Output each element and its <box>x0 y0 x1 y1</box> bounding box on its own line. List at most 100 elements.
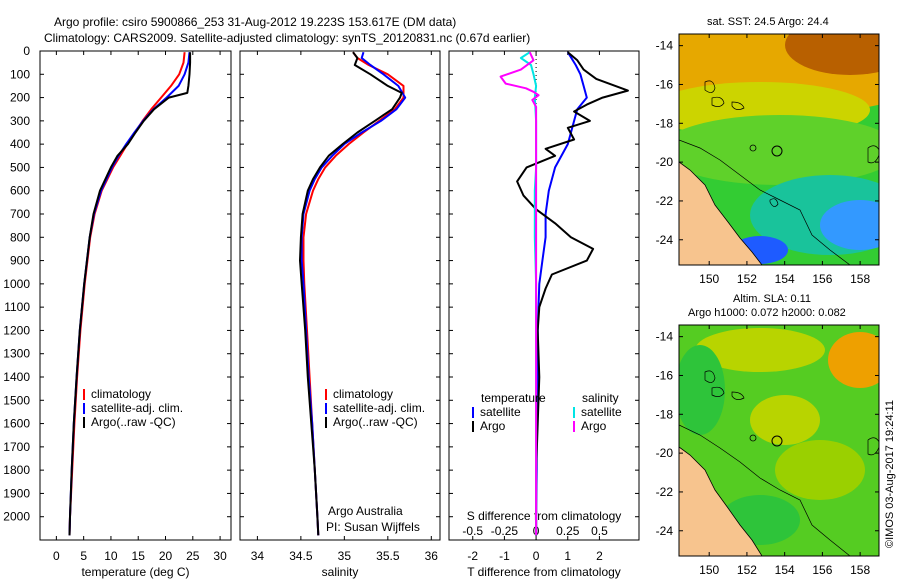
salinity-legend-label: satellite-adj. clim. <box>333 401 425 415</box>
sla-lon-label: 156 <box>812 563 832 577</box>
sla-float-marker <box>771 435 783 447</box>
sst-lat-label: -20 <box>656 155 674 169</box>
sla-lat-label: -18 <box>656 407 674 421</box>
sst-lon-label: 154 <box>775 272 795 286</box>
difference-xtick-label: -2 <box>467 549 478 563</box>
sla-lat-label: -24 <box>656 524 674 538</box>
sla-seamount-1 <box>749 434 757 442</box>
depth-tick-label: 1500 <box>3 393 30 407</box>
depth-tick-label: 900 <box>10 254 30 268</box>
salinity-diff-tick-label: 0.5 <box>591 524 608 538</box>
difference-frame <box>448 50 640 541</box>
depth-tick-label: 1600 <box>3 417 30 431</box>
sst-coastline <box>679 161 763 265</box>
salinity-series-satellite-adj-clim- <box>300 51 407 536</box>
temperature-xtick-label: 20 <box>159 549 173 563</box>
sst-seamount-1 <box>749 144 757 152</box>
difference-xtick-label: 1 <box>564 549 571 563</box>
difference-panel: -2 -1 0 1 2 T difference from climatology -0.5… <box>448 50 640 579</box>
salinity-diff-tick-label: 0.25 <box>556 524 580 538</box>
diff-legend-label: Argo <box>581 419 607 433</box>
difference-xtick-label: -1 <box>499 549 510 563</box>
difference-series-salinity-satellite <box>519 51 538 536</box>
salinity-series-argo-raw-qc- <box>299 51 403 536</box>
sla-map: Altim. SLA: 0.11 Argo h1000: 0.072 h2000… <box>656 293 880 577</box>
salinity-frame <box>239 50 441 541</box>
temperature-legend-label: climatology <box>91 387 151 401</box>
sla-map-title-1: Altim. SLA: 0.11 <box>733 293 811 305</box>
temperature-legend-label: Argo(..raw -QC) <box>91 415 176 429</box>
sst-cold-zone <box>820 200 879 250</box>
sst-lat-label: -16 <box>656 77 674 91</box>
depth-tick-label: 600 <box>10 184 30 198</box>
sst-hot-zone <box>785 34 879 75</box>
difference-series-temperature-argo <box>516 51 629 536</box>
sla-lat-label: -14 <box>656 330 674 344</box>
sla-map-axes: -14 -16 -18 -20 -22 -24 150 152 154 156 158 <box>656 325 879 577</box>
sla-lon-label: 154 <box>775 563 795 577</box>
sla-lat-label: -16 <box>656 368 674 382</box>
depth-tick-label: 100 <box>10 67 30 81</box>
depth-tick-label: 1100 <box>4 300 30 314</box>
sst-land <box>679 162 762 265</box>
depth-tick-label: 300 <box>10 114 30 128</box>
difference-xtick-label: 0 <box>533 549 540 563</box>
sla-lat-label: -22 <box>656 485 674 499</box>
sst-float-marker <box>771 145 783 157</box>
depth-tick-label: 0 <box>23 44 30 58</box>
sst-lat-label: -14 <box>656 39 674 53</box>
salinity-xlabel: salinity <box>322 565 359 579</box>
temperature-series-argo-raw-qc- <box>68 52 192 536</box>
depth-tick-label: 1900 <box>3 486 30 500</box>
depth-tick-label: 1200 <box>3 323 30 337</box>
salinity-xtick-label: 35 <box>338 549 352 563</box>
depth-tick-label: 1400 <box>3 370 30 384</box>
depth-tick-label: 700 <box>10 207 30 221</box>
sst-lon-label: 156 <box>812 272 832 286</box>
sla-lat-label: -20 <box>656 446 674 460</box>
sla-low-1 <box>679 345 725 435</box>
sst-lat-label: -18 <box>656 116 674 130</box>
sla-high-4 <box>775 440 865 500</box>
sst-lat-label: -22 <box>656 194 674 208</box>
footer-credit: ©IMOS 03-Aug-2017 19:24:11 <box>884 400 896 548</box>
temperature-xtick-label: 0 <box>53 549 60 563</box>
temperature-series-satellite-adj-clim- <box>68 52 191 536</box>
sst-green-band <box>679 115 879 185</box>
sla-lon-label: 158 <box>850 563 870 577</box>
salinity-xtick-label: 36 <box>425 549 439 563</box>
difference-series-salinity-argo <box>499 51 540 536</box>
sst-map: sat. SST: 24.5 Argo: 24.4 -14 -16 -18 -20 -2… <box>656 16 880 286</box>
sla-reef-contours <box>704 370 879 456</box>
credit-argo-australia: Argo Australia <box>328 504 403 518</box>
salinity-xtick-label: 35.5 <box>376 549 400 563</box>
depth-tick-label: 1000 <box>3 277 30 291</box>
diff-legend-title-salinity: salinity <box>582 391 619 405</box>
salinity-diff-tick-label: -0.5 <box>462 524 483 538</box>
depth-tick-label: 1800 <box>3 463 30 477</box>
salinity-diff-tick-label: -0.25 <box>491 524 519 538</box>
salinity-panel: 34 34.5 35 35.5 36 salinity climatologysatelli… <box>239 50 441 579</box>
header-line-2: Climatology: CARS2009. Satellite-adjuste… <box>44 31 530 45</box>
depth-tick-label: 1700 <box>3 440 30 454</box>
sla-map-frame <box>678 324 880 557</box>
temperature-legend-label: satellite-adj. clim. <box>91 401 183 415</box>
temperature-xtick-label: 15 <box>132 549 146 563</box>
sst-lon-label: 152 <box>737 272 757 286</box>
sla-high-2 <box>695 328 825 372</box>
sst-lat-label: -24 <box>656 233 674 247</box>
sst-shelf-contour <box>679 139 851 265</box>
temperature-xtick-label: 10 <box>104 549 118 563</box>
depth-tick-label: 500 <box>10 160 30 174</box>
credit-pi: PI: Susan Wijffels <box>326 520 420 534</box>
salinity-legend-label: climatology <box>333 387 393 401</box>
sla-high-3 <box>750 395 820 445</box>
sla-lon-label: 152 <box>737 563 757 577</box>
depth-tick-label: 1300 <box>3 347 30 361</box>
sla-map-title-2: Argo h1000: 0.072 h2000: 0.082 <box>688 307 846 319</box>
header-line-1: Argo profile: csiro 5900866_253 31-Aug-2… <box>54 15 456 29</box>
sla-land <box>679 447 762 556</box>
salinity-xtick-label: 34.5 <box>289 549 313 563</box>
sst-map-title: sat. SST: 24.5 Argo: 24.4 <box>707 16 829 28</box>
